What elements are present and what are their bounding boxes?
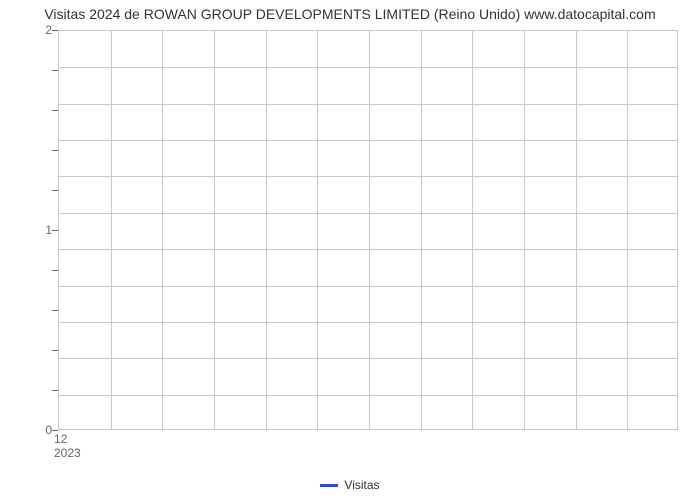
legend-swatch — [320, 484, 338, 487]
y-axis-tick-mark — [52, 30, 58, 31]
legend: Visitas — [0, 476, 700, 493]
gridline-vertical — [421, 31, 422, 429]
y-axis-tick-mark — [52, 310, 58, 311]
gridline-horizontal — [59, 395, 677, 396]
y-axis-tick-label: 2 — [30, 23, 52, 37]
y-axis-tick-label: 0 — [30, 423, 52, 437]
gridline-vertical — [111, 31, 112, 429]
legend-label: Visitas — [344, 478, 379, 492]
y-axis-tick-label: 1 — [30, 223, 52, 237]
legend-item: Visitas — [320, 478, 379, 492]
plot-area — [58, 30, 678, 430]
y-axis-tick-mark — [52, 230, 58, 231]
y-axis-tick-mark — [52, 190, 58, 191]
chart-container: Visitas 2024 de ROWAN GROUP DEVELOPMENTS… — [0, 0, 700, 500]
x-axis-tick-label: 2023 — [54, 446, 81, 460]
y-axis-tick-mark — [52, 150, 58, 151]
gridline-vertical — [369, 31, 370, 429]
y-axis-tick-mark — [52, 110, 58, 111]
gridline-horizontal — [59, 67, 677, 68]
gridline-horizontal — [59, 358, 677, 359]
y-axis-tick-mark — [52, 270, 58, 271]
gridline-horizontal — [59, 176, 677, 177]
y-axis-tick-mark — [52, 70, 58, 71]
gridline-vertical — [214, 31, 215, 429]
gridline-horizontal — [59, 140, 677, 141]
y-axis-tick-mark — [52, 390, 58, 391]
gridline-vertical — [576, 31, 577, 429]
chart-title: Visitas 2024 de ROWAN GROUP DEVELOPMENTS… — [0, 6, 700, 22]
y-axis-tick-mark — [52, 430, 58, 431]
gridline-vertical — [627, 31, 628, 429]
gridline-horizontal — [59, 249, 677, 250]
gridline-horizontal — [59, 213, 677, 214]
gridline-vertical — [162, 31, 163, 429]
y-axis-tick-mark — [52, 350, 58, 351]
gridline-horizontal — [59, 286, 677, 287]
gridline-horizontal — [59, 104, 677, 105]
gridline-vertical — [524, 31, 525, 429]
gridline-vertical — [266, 31, 267, 429]
gridline-vertical — [317, 31, 318, 429]
gridline-horizontal — [59, 322, 677, 323]
gridline-vertical — [472, 31, 473, 429]
x-axis-tick-label: 12 — [54, 432, 67, 446]
